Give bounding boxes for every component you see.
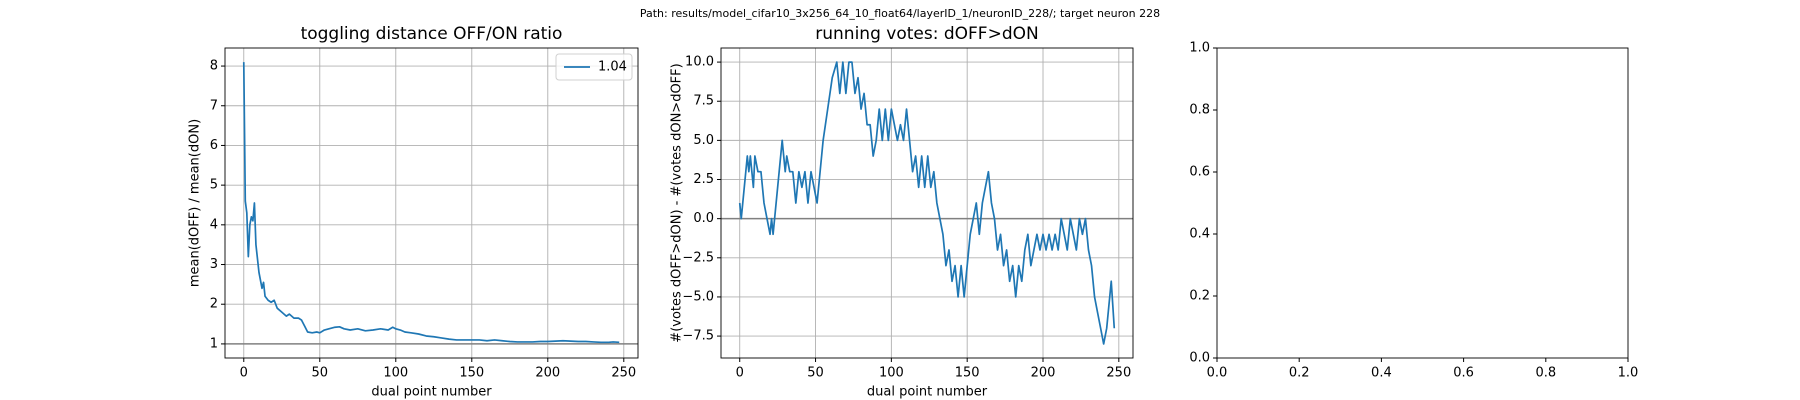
x-tick-label: 0.0: [1207, 366, 1228, 381]
axes-frame: [224, 47, 639, 359]
x-tick-label: 0.8: [1535, 366, 1556, 381]
legend-box: [555, 53, 633, 81]
suptitle: Path: results/model_cifar10_3x256_64_10_…: [640, 7, 1160, 20]
y-tick-label: −5.0: [682, 289, 714, 304]
y-tick-label: 5: [210, 178, 218, 193]
y-axis-label: mean(dOFF) / mean(dON): [188, 119, 203, 287]
y-tick-label: 0.8: [1189, 103, 1210, 118]
x-tick-label: 0.6: [1453, 366, 1474, 381]
x-tick-label: 50: [312, 366, 329, 381]
axes-title: toggling distance OFF/ON ratio: [301, 24, 563, 44]
x-axis-label: dual point number: [371, 385, 492, 400]
x-tick-label: 0: [736, 366, 744, 381]
y-tick-label: 6: [210, 138, 218, 153]
y-tick-label: 7: [210, 98, 218, 113]
line-series: [738, 61, 1116, 345]
x-tick-label: 1.0: [1618, 366, 1639, 381]
y-tick-label: 8: [210, 59, 218, 74]
y-tick-label: 10.0: [685, 55, 714, 70]
y-tick-label: 0.6: [1189, 165, 1210, 180]
line-series: [242, 62, 620, 344]
y-tick-label: 2: [210, 297, 218, 312]
legend-label: 1.04: [598, 60, 627, 75]
x-tick-label: 100: [383, 366, 408, 381]
x-tick-label: 250: [611, 366, 636, 381]
x-tick-label: 200: [535, 366, 560, 381]
y-tick-label: 0.0: [693, 211, 714, 226]
x-tick-label: 50: [807, 366, 824, 381]
x-tick-label: 250: [1106, 366, 1131, 381]
y-tick-label: 0.4: [1189, 227, 1210, 242]
y-tick-label: 0.0: [1189, 351, 1210, 366]
y-tick-label: 7.5: [693, 94, 714, 109]
axes-frame: [720, 47, 1134, 359]
x-tick-label: 150: [955, 366, 980, 381]
x-tick-label: 200: [1031, 366, 1056, 381]
y-tick-label: 0.2: [1189, 289, 1210, 304]
y-tick-label: −2.5: [682, 250, 714, 265]
x-tick-label: 100: [879, 366, 904, 381]
x-tick-label: 0.4: [1371, 366, 1392, 381]
y-tick-label: 2.5: [693, 172, 714, 187]
y-tick-label: 1: [210, 336, 218, 351]
y-axis-label: #(votes dOFF>dON) - #(votes dON>dOFF): [670, 63, 685, 342]
x-tick-label: 150: [459, 366, 484, 381]
axes-title: running votes: dOFF>dON: [815, 24, 1038, 44]
y-tick-label: 1.0: [1189, 41, 1210, 56]
y-tick-label: 5.0: [693, 133, 714, 148]
y-tick-label: 4: [210, 217, 218, 232]
x-axis-label: dual point number: [867, 385, 988, 400]
y-tick-label: 3: [210, 257, 218, 272]
y-tick-label: −7.5: [682, 329, 714, 344]
axes-frame: [1216, 47, 1629, 359]
x-tick-label: 0.2: [1289, 366, 1310, 381]
x-tick-label: 0: [240, 366, 248, 381]
